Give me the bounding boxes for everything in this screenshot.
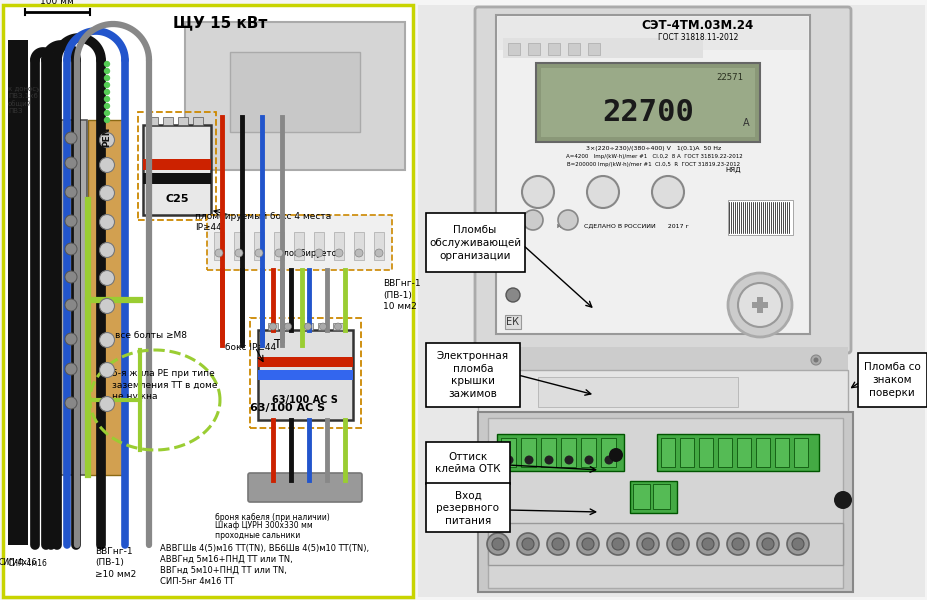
FancyBboxPatch shape <box>541 439 556 467</box>
Circle shape <box>761 538 773 550</box>
Bar <box>303 323 312 330</box>
Bar <box>8 40 28 545</box>
FancyBboxPatch shape <box>717 439 731 467</box>
Bar <box>334 232 344 260</box>
FancyBboxPatch shape <box>88 120 126 475</box>
Text: ЕК: ЕК <box>506 317 519 327</box>
Bar <box>507 43 519 55</box>
FancyBboxPatch shape <box>417 5 924 597</box>
FancyBboxPatch shape <box>629 481 677 513</box>
Bar <box>273 232 284 260</box>
Circle shape <box>667 533 688 555</box>
Circle shape <box>523 210 542 230</box>
Bar <box>727 200 793 235</box>
Circle shape <box>104 82 110 88</box>
Circle shape <box>99 215 114 230</box>
Circle shape <box>521 538 533 550</box>
FancyBboxPatch shape <box>679 439 693 467</box>
FancyBboxPatch shape <box>3 5 413 597</box>
Circle shape <box>255 249 262 257</box>
Circle shape <box>99 299 114 314</box>
Bar <box>258 357 352 367</box>
Circle shape <box>652 176 683 208</box>
Text: пломбируется: пломбируется <box>278 248 341 257</box>
Circle shape <box>810 355 820 365</box>
Circle shape <box>104 75 110 81</box>
Bar <box>178 117 188 125</box>
Bar <box>353 232 363 260</box>
Circle shape <box>99 133 114 148</box>
Bar <box>756 297 762 313</box>
Circle shape <box>611 538 623 550</box>
Circle shape <box>505 288 519 302</box>
Circle shape <box>557 210 578 230</box>
Text: СИП-4х16: СИП-4х16 <box>0 558 37 567</box>
Text: B=200000 Imp/(kW·h)/mer #1  Cl.0,5  R  ГОСТ 31819.23-2012: B=200000 Imp/(kW·h)/mer #1 Cl.0,5 R ГОСТ… <box>566 161 740 167</box>
Text: Оттиск
клейма ОТК: Оттиск клейма ОТК <box>435 452 501 475</box>
Text: КТ+: КТ+ <box>515 224 529 229</box>
Circle shape <box>786 533 808 555</box>
Text: A=4200   Imp/(kW·h)/mer #1   Cl.0,2  8 A  ГОСТ 31819.22-2012: A=4200 Imp/(kW·h)/mer #1 Cl.0,2 8 A ГОСТ… <box>565 154 742 158</box>
Circle shape <box>552 538 564 550</box>
Circle shape <box>587 176 618 208</box>
FancyBboxPatch shape <box>477 347 847 372</box>
Circle shape <box>584 455 593 464</box>
Circle shape <box>355 249 362 257</box>
Circle shape <box>727 273 791 337</box>
Text: проходные сальники: проходные сальники <box>215 530 300 539</box>
Circle shape <box>833 491 851 509</box>
FancyBboxPatch shape <box>521 439 536 467</box>
Circle shape <box>813 358 818 362</box>
Circle shape <box>99 242 114 257</box>
Bar <box>193 117 203 125</box>
Text: PEN: PEN <box>102 127 111 147</box>
Text: ГОСТ 31818.11-2012: ГОСТ 31818.11-2012 <box>657 32 737 41</box>
FancyBboxPatch shape <box>207 215 391 270</box>
Text: СЭТ-4ТМ.03М.24: СЭТ-4ТМ.03М.24 <box>641 19 754 32</box>
FancyBboxPatch shape <box>538 377 737 407</box>
Circle shape <box>65 157 77 169</box>
FancyBboxPatch shape <box>55 120 87 475</box>
Circle shape <box>215 249 222 257</box>
FancyBboxPatch shape <box>497 434 623 471</box>
Text: к доносу
ПВЗ.1х6
общий
ПВЗ: к доносу ПВЗ.1х6 общий ПВЗ <box>8 86 40 114</box>
Bar <box>234 232 244 260</box>
Bar <box>163 117 172 125</box>
Circle shape <box>581 538 593 550</box>
Circle shape <box>99 185 114 200</box>
Circle shape <box>99 397 114 412</box>
Bar <box>254 232 263 260</box>
Bar <box>258 370 352 380</box>
FancyBboxPatch shape <box>143 125 210 215</box>
Text: Электронная
пломба
крышки
зажимов: Электронная пломба крышки зажимов <box>437 351 509 399</box>
Text: АВВГШв 4(5)м16 ТТ(TN), ВБбШв 4(5)м10 ТТ(TN),
АВВГнд 5м16+ПНД ТТ или TN,
ВВГнд 5м: АВВГШв 4(5)м16 ТТ(TN), ВБбШв 4(5)м10 ТТ(… <box>159 544 369 586</box>
Circle shape <box>295 249 303 257</box>
Circle shape <box>756 533 778 555</box>
Text: броня кабеля (при наличии): броня кабеля (при наличии) <box>215 514 329 523</box>
FancyBboxPatch shape <box>561 439 576 467</box>
Circle shape <box>104 61 110 67</box>
Text: все болты ≥М8: все болты ≥М8 <box>115 331 187 340</box>
Circle shape <box>274 249 283 257</box>
Text: 63/100 AC S: 63/100 AC S <box>250 403 325 413</box>
FancyBboxPatch shape <box>653 484 670 509</box>
Text: Пломба со
знаком
поверки: Пломба со знаком поверки <box>863 362 920 398</box>
Circle shape <box>304 323 311 330</box>
FancyBboxPatch shape <box>581 439 596 467</box>
FancyBboxPatch shape <box>475 7 850 353</box>
Circle shape <box>546 533 568 555</box>
Circle shape <box>335 249 343 257</box>
Bar <box>147 117 158 125</box>
Bar <box>333 323 343 330</box>
Bar <box>498 17 807 50</box>
Circle shape <box>269 323 276 330</box>
FancyBboxPatch shape <box>794 439 807 467</box>
Text: ВВГнг-1
(ПВ-1)
10 мм2: ВВГнг-1 (ПВ-1) 10 мм2 <box>383 280 420 311</box>
Bar <box>283 323 293 330</box>
Circle shape <box>701 538 713 550</box>
FancyBboxPatch shape <box>699 439 713 467</box>
Circle shape <box>608 448 622 462</box>
Circle shape <box>104 110 110 116</box>
Bar <box>588 43 600 55</box>
FancyBboxPatch shape <box>540 68 755 137</box>
